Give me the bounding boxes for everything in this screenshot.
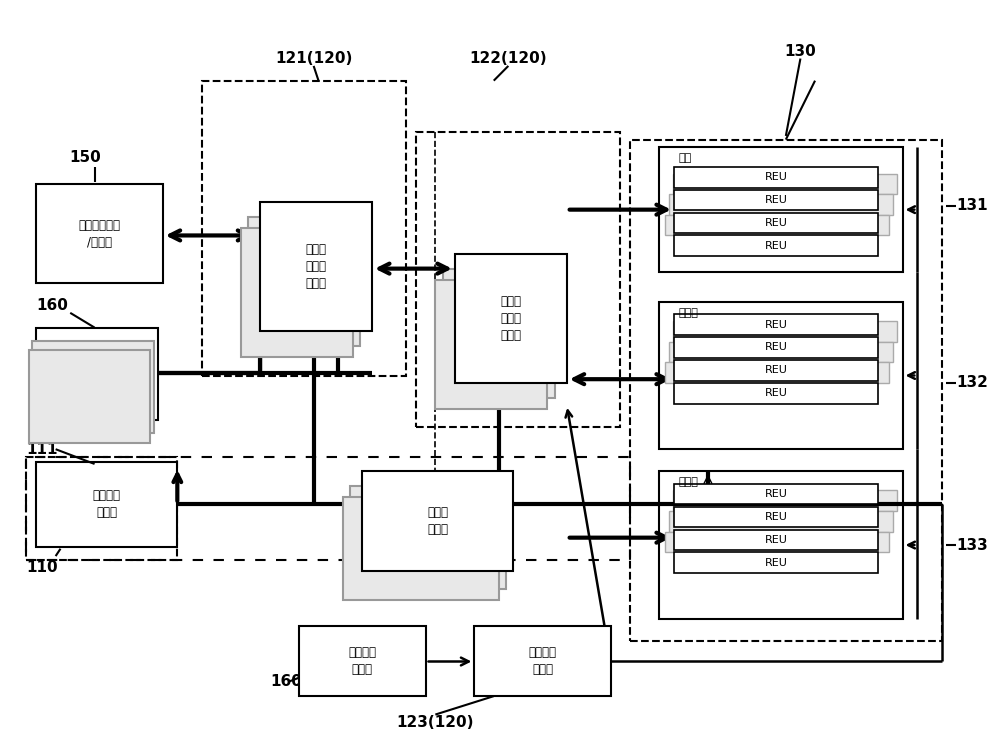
Text: REU: REU xyxy=(765,320,788,330)
FancyBboxPatch shape xyxy=(674,553,878,573)
FancyBboxPatch shape xyxy=(26,457,177,559)
Text: 方向舶: 方向舶 xyxy=(679,478,699,487)
Text: 111: 111 xyxy=(26,442,58,457)
FancyBboxPatch shape xyxy=(673,490,897,511)
FancyBboxPatch shape xyxy=(416,132,620,427)
FancyBboxPatch shape xyxy=(665,362,889,383)
FancyBboxPatch shape xyxy=(665,532,889,553)
Text: 直接模式
传感器: 直接模式 传感器 xyxy=(348,646,376,676)
FancyBboxPatch shape xyxy=(674,213,878,234)
Text: 160: 160 xyxy=(270,674,302,689)
FancyBboxPatch shape xyxy=(260,202,372,331)
Text: 其他飞机系统
/传感器: 其他飞机系统 /传感器 xyxy=(78,219,120,249)
Text: 132: 132 xyxy=(956,376,988,391)
Text: 升降舶: 升降舶 xyxy=(679,308,699,318)
FancyBboxPatch shape xyxy=(674,529,878,550)
Text: 160: 160 xyxy=(36,298,68,313)
Text: REU: REU xyxy=(765,241,788,251)
FancyBboxPatch shape xyxy=(674,507,878,527)
Text: 123(120): 123(120) xyxy=(397,714,474,729)
FancyBboxPatch shape xyxy=(443,269,555,397)
FancyBboxPatch shape xyxy=(674,236,878,256)
FancyBboxPatch shape xyxy=(669,342,893,362)
FancyBboxPatch shape xyxy=(673,321,897,342)
Text: 130: 130 xyxy=(785,44,816,59)
FancyBboxPatch shape xyxy=(36,184,163,283)
Text: REU: REU xyxy=(765,512,788,522)
FancyBboxPatch shape xyxy=(630,140,942,641)
FancyBboxPatch shape xyxy=(659,472,903,619)
FancyBboxPatch shape xyxy=(674,383,878,403)
FancyBboxPatch shape xyxy=(202,80,406,376)
Text: REU: REU xyxy=(765,342,788,352)
FancyBboxPatch shape xyxy=(455,254,567,383)
FancyBboxPatch shape xyxy=(674,360,878,381)
Text: 副翁: 副翁 xyxy=(679,153,692,163)
FancyBboxPatch shape xyxy=(674,167,878,188)
FancyBboxPatch shape xyxy=(36,462,177,547)
FancyBboxPatch shape xyxy=(674,190,878,210)
FancyBboxPatch shape xyxy=(669,511,893,532)
FancyBboxPatch shape xyxy=(241,228,353,357)
Text: REU: REU xyxy=(765,535,788,545)
FancyBboxPatch shape xyxy=(343,497,499,600)
Text: 增强指
令控制
计算机: 增强指 令控制 计算机 xyxy=(306,243,327,291)
Text: 122(120): 122(120) xyxy=(470,51,547,66)
Text: REU: REU xyxy=(765,365,788,376)
Text: REU: REU xyxy=(765,489,788,499)
Text: 131: 131 xyxy=(956,198,988,213)
FancyBboxPatch shape xyxy=(673,173,897,195)
FancyBboxPatch shape xyxy=(474,626,611,696)
FancyBboxPatch shape xyxy=(36,327,158,420)
Text: 直接模式
传感器: 直接模式 传感器 xyxy=(83,359,111,389)
Text: REU: REU xyxy=(765,195,788,205)
Text: 操纵器件
传感器: 操纵器件 传感器 xyxy=(93,489,121,519)
Text: REU: REU xyxy=(765,388,788,398)
FancyBboxPatch shape xyxy=(350,486,506,590)
Text: 能源控
制模块: 能源控 制模块 xyxy=(427,506,448,536)
Text: 基本指
令控制
计算机: 基本指 令控制 计算机 xyxy=(500,295,521,342)
FancyBboxPatch shape xyxy=(669,195,893,215)
FancyBboxPatch shape xyxy=(435,279,547,409)
FancyBboxPatch shape xyxy=(674,484,878,505)
Text: REU: REU xyxy=(765,172,788,182)
FancyBboxPatch shape xyxy=(674,337,878,357)
FancyBboxPatch shape xyxy=(32,341,154,433)
FancyBboxPatch shape xyxy=(299,626,426,696)
FancyBboxPatch shape xyxy=(674,315,878,335)
Text: 110: 110 xyxy=(26,559,58,575)
Text: 121(120): 121(120) xyxy=(275,51,352,66)
FancyBboxPatch shape xyxy=(248,217,360,346)
FancyBboxPatch shape xyxy=(659,302,903,449)
FancyBboxPatch shape xyxy=(362,472,513,571)
FancyBboxPatch shape xyxy=(29,351,150,442)
Text: 备份控制
计算机: 备份控制 计算机 xyxy=(528,646,556,676)
FancyBboxPatch shape xyxy=(665,215,889,236)
Text: 133: 133 xyxy=(956,538,988,553)
Text: REU: REU xyxy=(765,218,788,228)
Text: 150: 150 xyxy=(69,150,101,165)
FancyBboxPatch shape xyxy=(659,147,903,273)
Text: REU: REU xyxy=(765,558,788,568)
